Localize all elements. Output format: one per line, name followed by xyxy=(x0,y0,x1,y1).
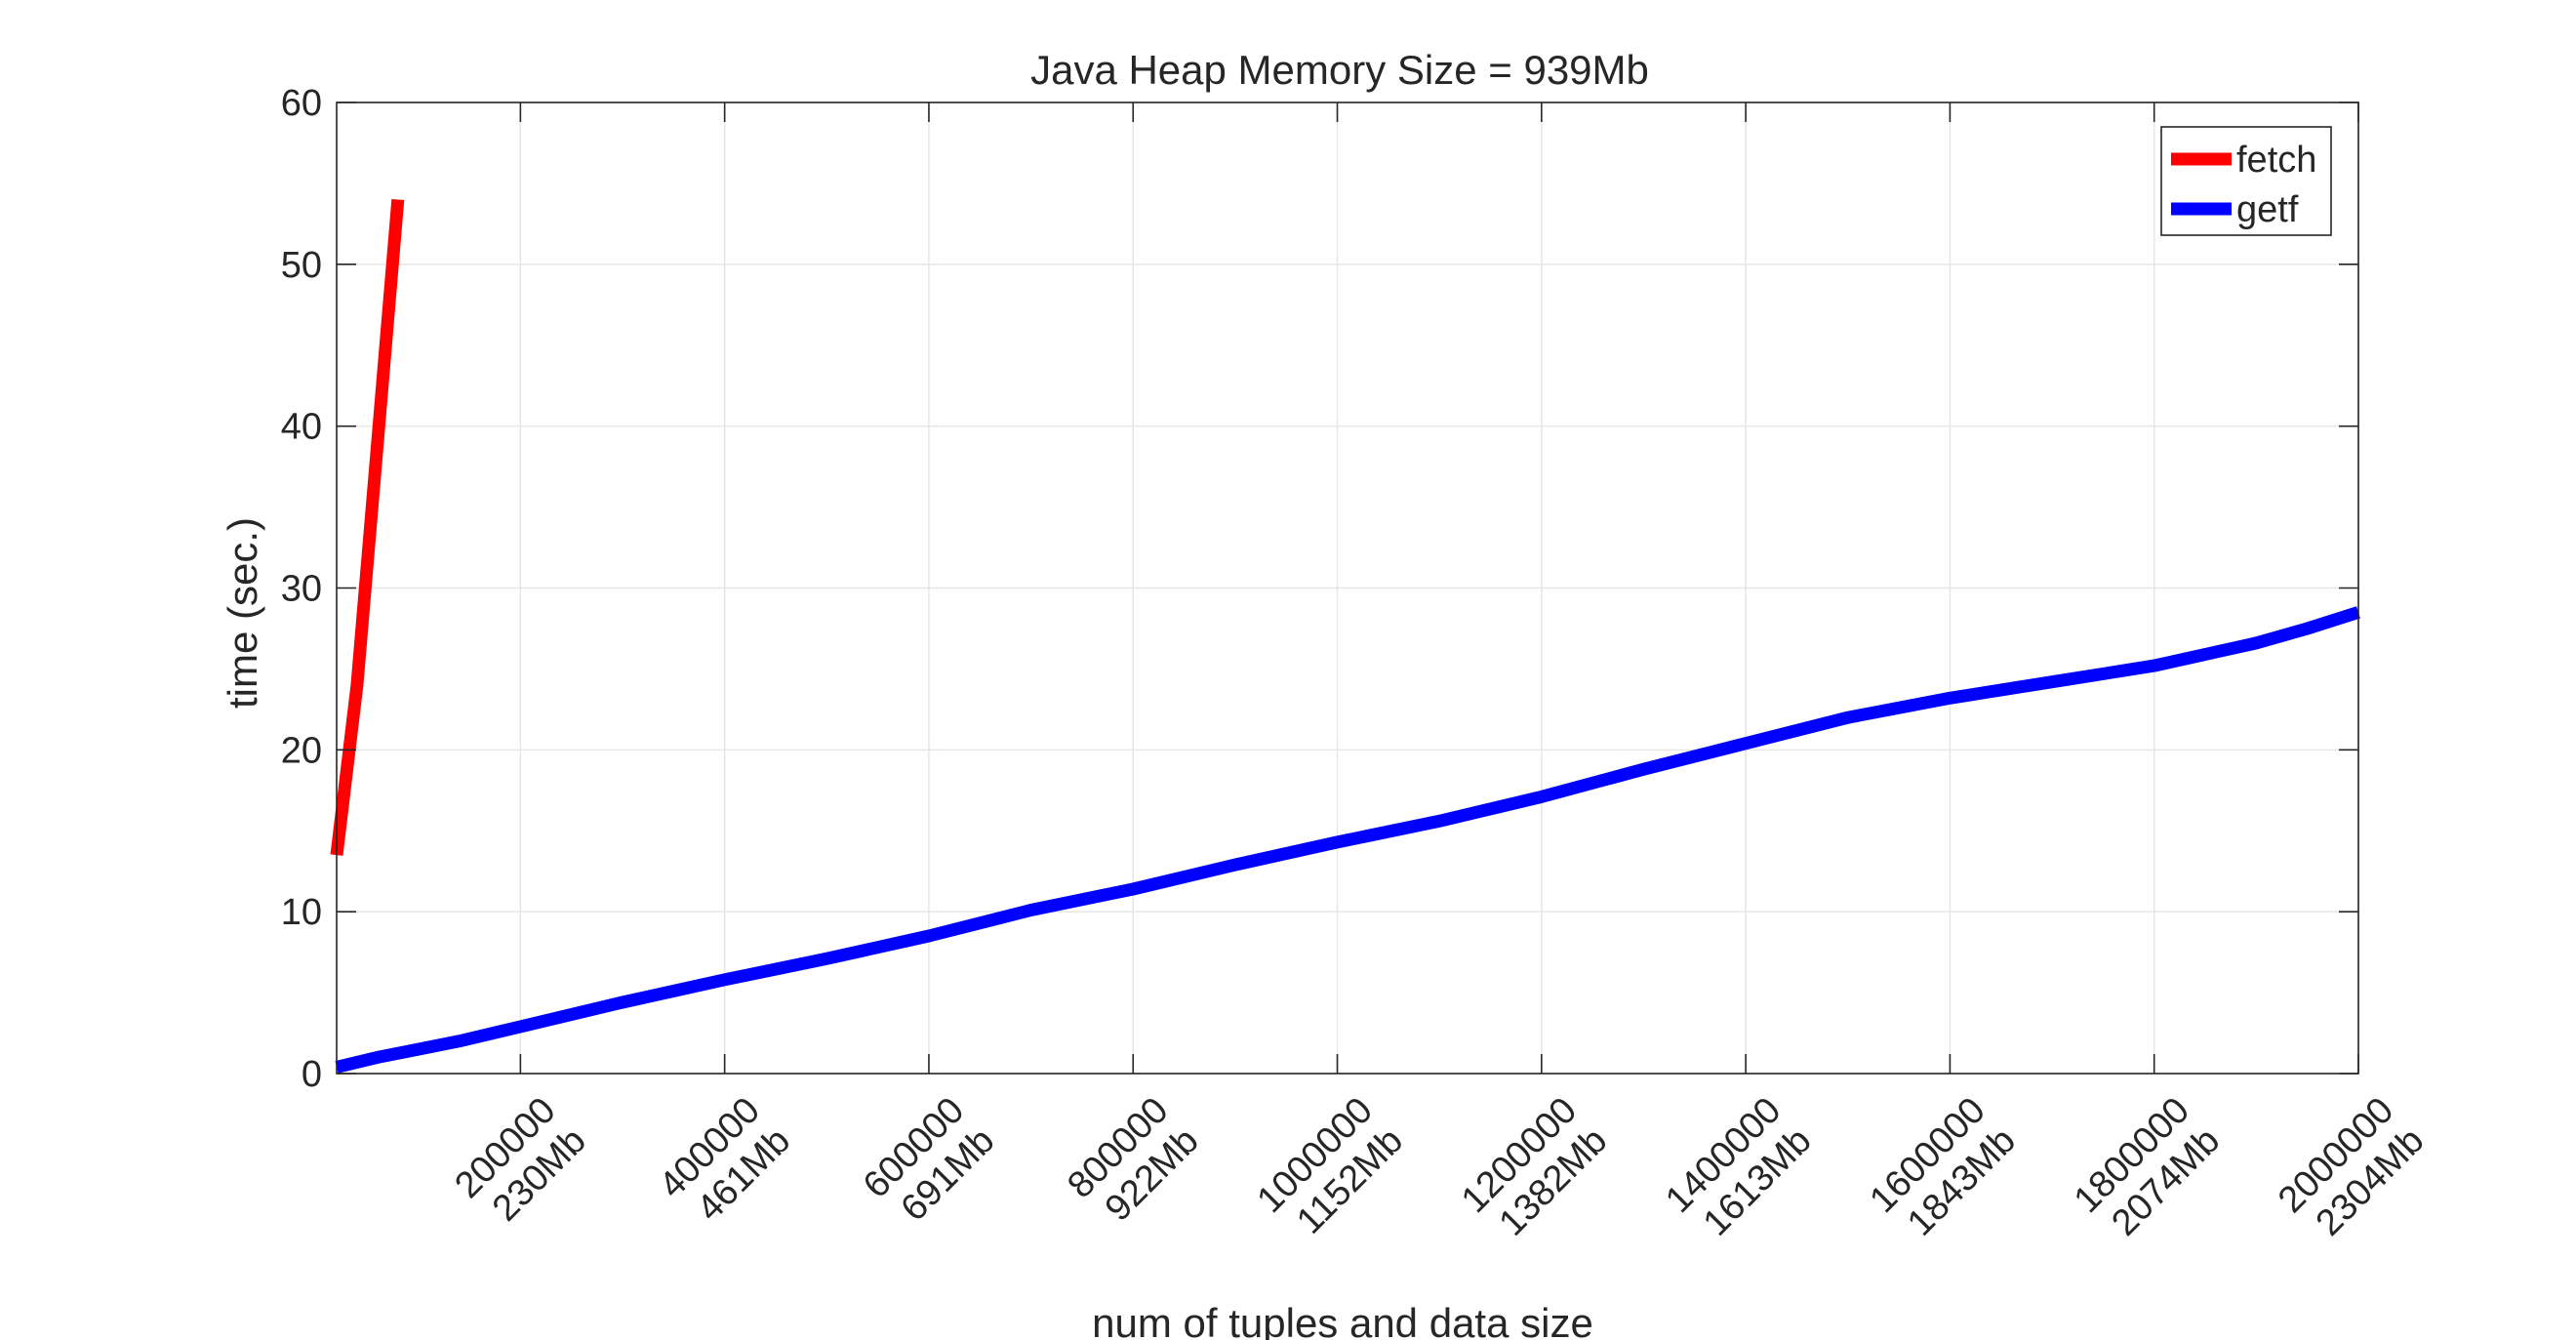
y-tick-labels: 0 10 20 30 40 50 60 xyxy=(281,83,322,1095)
y-axis-label: time (sec.) xyxy=(220,517,265,709)
x-tick-label: 600000691Mb xyxy=(856,1090,1002,1237)
x-tick-label: 800000922Mb xyxy=(1060,1090,1206,1237)
legend-label-fetch: fetch xyxy=(2236,140,2316,181)
x-tick-label: 18000002074Mb xyxy=(2067,1090,2228,1251)
plot-series xyxy=(330,198,2360,1074)
legend: fetch getf xyxy=(2160,126,2332,236)
x-tick-labels: 200000230Mb 400000461Mb 600000691Mb 8000009… xyxy=(447,1090,2432,1251)
legend-box xyxy=(2160,126,2332,236)
x-tick-label: 14000001613Mb xyxy=(1658,1090,1819,1251)
legend-label-getf: getf xyxy=(2236,189,2299,230)
x-tick-label: 20000002304Mb xyxy=(2271,1090,2432,1251)
y-tick-label: 0 xyxy=(302,1054,322,1095)
series-line-fetch xyxy=(330,198,405,856)
plot-frame xyxy=(336,102,2359,1075)
y-tick-label: 40 xyxy=(281,407,322,448)
grid xyxy=(337,102,2359,1075)
x-tick-label: 200000230Mb xyxy=(447,1090,593,1237)
x-tick-label: 16000001843Mb xyxy=(1862,1090,2023,1251)
x-axis-label: num of tuples and data size xyxy=(1092,1300,1593,1340)
axes xyxy=(336,102,2359,1075)
y-tick-label: 10 xyxy=(281,892,322,933)
y-tick-label: 20 xyxy=(281,730,322,771)
x-tick-label: 400000461Mb xyxy=(652,1090,798,1237)
x-tick-label: 10000001152Mb xyxy=(1250,1090,1411,1251)
x-tick-label: 12000001382Mb xyxy=(1454,1090,1615,1251)
y-tick-label: 50 xyxy=(281,245,322,286)
series-line-getf xyxy=(335,606,2360,1074)
chart-title: Java Heap Memory Size = 939Mb xyxy=(1030,47,1649,93)
y-tick-label: 30 xyxy=(281,569,322,610)
y-tick-label: 60 xyxy=(281,83,322,124)
